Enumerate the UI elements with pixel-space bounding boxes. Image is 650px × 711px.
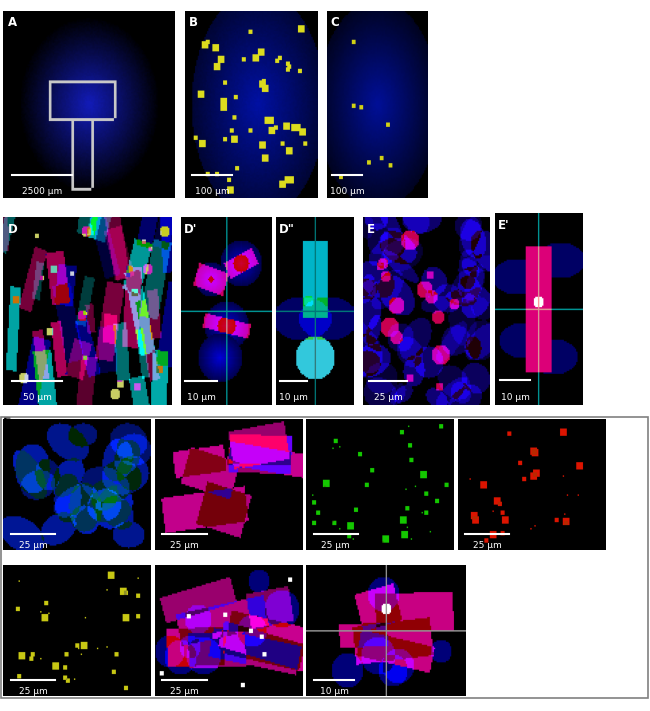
Text: 25 μm: 25 μm (374, 393, 402, 402)
Text: 25 μm: 25 μm (170, 541, 199, 550)
Text: 10 μm: 10 μm (320, 687, 348, 696)
Text: 25 μm: 25 μm (321, 541, 350, 550)
Text: 25 μm: 25 μm (473, 541, 502, 550)
Text: 25 μm: 25 μm (18, 541, 47, 550)
Text: D: D (8, 223, 18, 235)
Text: 10 μm: 10 μm (280, 393, 308, 402)
Text: B: B (189, 16, 198, 29)
Text: A: A (8, 16, 18, 29)
Text: 10 μm: 10 μm (500, 393, 530, 402)
Text: 25 μm: 25 μm (18, 687, 47, 696)
Text: E: E (367, 223, 374, 235)
Text: 50 μm: 50 μm (23, 393, 51, 402)
Text: C: C (330, 16, 339, 29)
Text: 100 μm: 100 μm (330, 187, 365, 196)
Text: D': D' (183, 223, 197, 235)
Text: 10 μm: 10 μm (187, 393, 216, 402)
Text: 25 μm: 25 μm (170, 687, 199, 696)
Text: F: F (3, 416, 12, 429)
Text: D": D" (279, 223, 294, 235)
Text: E': E' (498, 219, 510, 232)
Text: 100 μm: 100 μm (194, 187, 229, 196)
Text: 2500 μm: 2500 μm (22, 187, 62, 196)
